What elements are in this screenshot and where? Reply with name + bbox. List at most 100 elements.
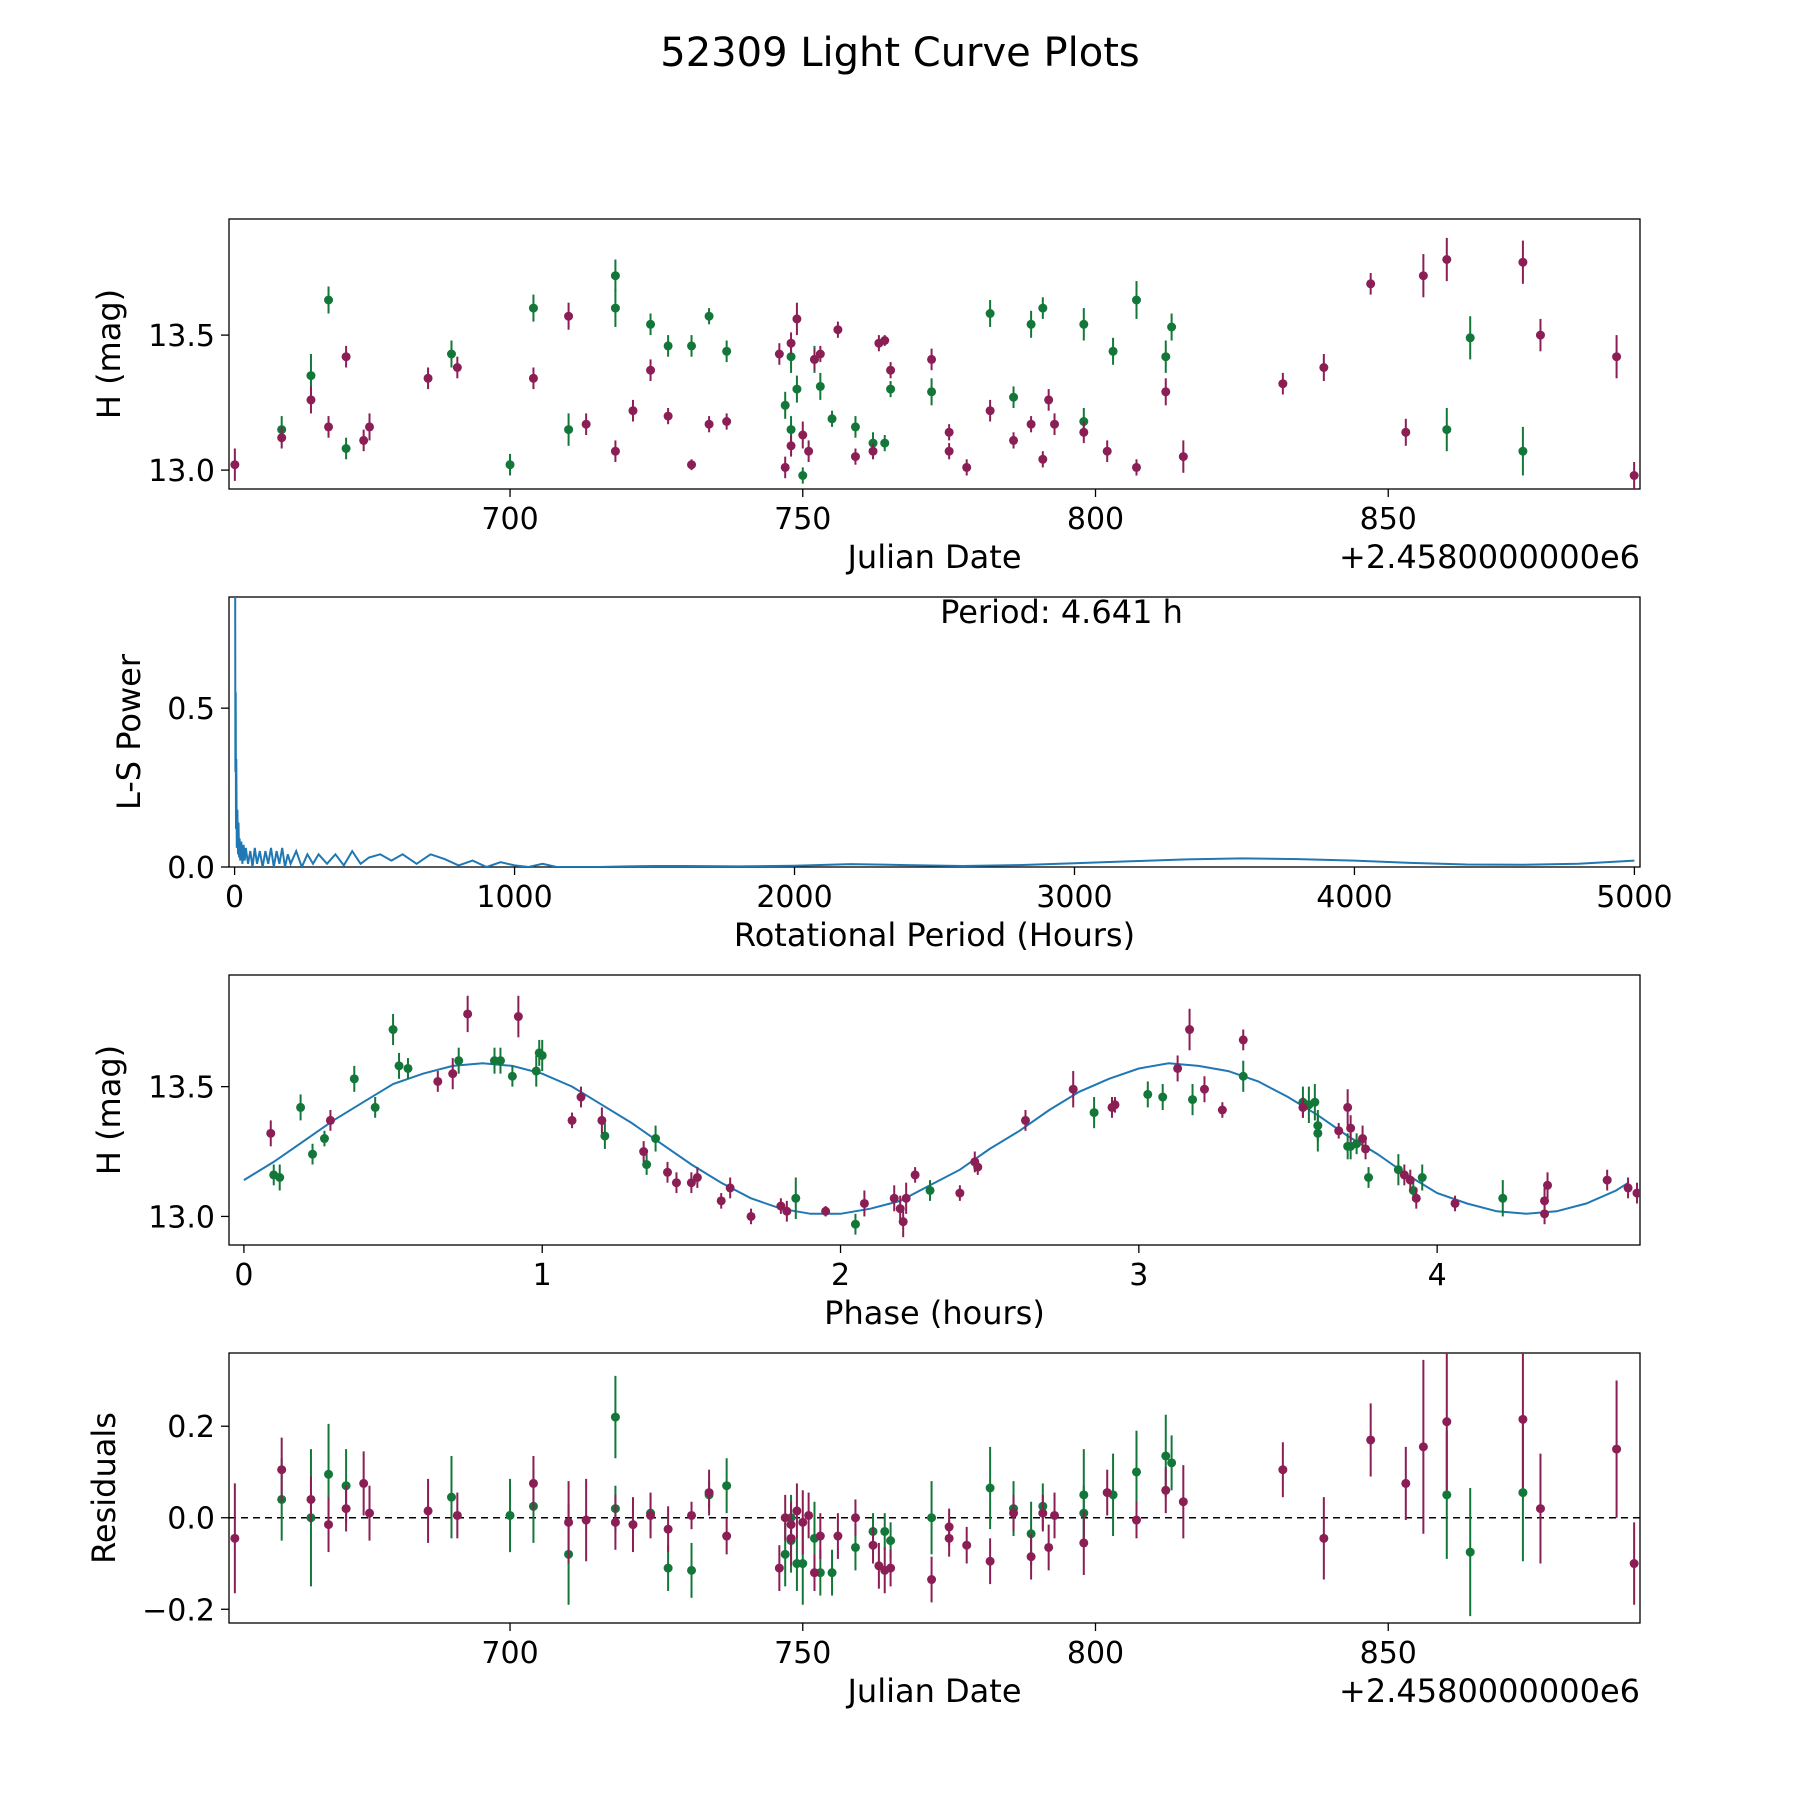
data-point-maroon	[774, 1563, 784, 1573]
fit-curve	[243, 1062, 1629, 1215]
data-point-maroon	[833, 1531, 843, 1541]
data-point-green	[1364, 1173, 1374, 1182]
data-point-maroon	[646, 1510, 656, 1520]
x-axis-label: Phase (hours)	[824, 1294, 1045, 1332]
data-point-maroon	[1361, 1144, 1371, 1154]
data-point-maroon	[886, 365, 896, 375]
data-point-maroon	[1540, 1209, 1550, 1219]
data-point-maroon	[850, 452, 860, 462]
data-point-green	[985, 309, 995, 318]
data-point-maroon	[639, 1147, 649, 1157]
data-point-green	[880, 1526, 890, 1536]
data-point-green	[505, 460, 515, 470]
data-point-maroon	[815, 1531, 825, 1541]
data-point-green	[886, 1536, 896, 1546]
plot-area	[234, 597, 1635, 867]
x-tick-label: 800	[1067, 502, 1124, 537]
data-point-maroon	[1418, 271, 1428, 281]
data-point-green	[651, 1134, 661, 1144]
data-point-maroon	[1543, 1180, 1553, 1190]
data-point-maroon	[663, 1167, 673, 1177]
data-point-maroon	[725, 1183, 735, 1193]
data-point-green	[610, 1412, 620, 1422]
data-point-green	[1131, 1467, 1141, 1477]
data-point-maroon	[1038, 1508, 1048, 1518]
data-point-maroon	[809, 354, 819, 364]
data-point-maroon	[341, 1504, 351, 1514]
data-point-green	[786, 352, 796, 362]
data-point-maroon	[1079, 427, 1089, 437]
data-point-maroon	[1366, 279, 1376, 289]
data-point-maroon	[792, 1506, 802, 1516]
data-point-maroon	[365, 1508, 375, 1518]
data-point-maroon	[567, 1115, 577, 1125]
data-point-maroon	[687, 1510, 697, 1520]
data-point-maroon	[1038, 454, 1048, 464]
data-point-maroon	[528, 1478, 538, 1488]
data-point-maroon	[341, 352, 351, 362]
data-point-green	[1442, 425, 1452, 435]
data-point-maroon	[910, 1170, 920, 1180]
data-point-maroon	[448, 1069, 458, 1079]
data-point-maroon	[1612, 1444, 1622, 1454]
data-point-maroon	[1401, 1478, 1411, 1488]
data-point-maroon	[324, 422, 334, 432]
data-point-maroon	[306, 395, 316, 405]
data-point-maroon	[1319, 1533, 1329, 1543]
data-point-maroon	[1199, 1084, 1209, 1094]
data-point-green	[528, 303, 538, 313]
data-point-maroon	[324, 1520, 334, 1530]
plot-frame	[228, 596, 1641, 868]
data-point-maroon	[962, 1540, 972, 1550]
data-point-green	[394, 1061, 404, 1071]
data-point-maroon	[1535, 330, 1545, 340]
data-point-green	[537, 1050, 547, 1060]
data-point-maroon	[325, 1115, 335, 1125]
data-point-maroon	[1298, 1102, 1308, 1112]
data-point-maroon	[1518, 257, 1528, 267]
data-point-green	[1310, 1097, 1320, 1107]
data-point-maroon	[955, 1188, 965, 1198]
data-point-maroon	[868, 446, 878, 456]
data-point-maroon	[798, 430, 808, 440]
data-point-maroon	[782, 1206, 792, 1216]
x-offset-label: +2.4580000000e6	[1339, 1672, 1640, 1710]
data-point-green	[985, 1483, 995, 1493]
y-tick-label: −0.2	[142, 1593, 215, 1628]
data-point-maroon	[1131, 462, 1141, 472]
data-point-green	[454, 1056, 464, 1066]
y-axis-label: L-S Power	[110, 653, 148, 810]
data-point-green	[798, 471, 808, 480]
data-point-maroon	[1632, 1188, 1640, 1198]
data-point-green	[306, 371, 316, 381]
x-tick-label: 700	[481, 502, 538, 537]
data-point-green	[610, 303, 620, 313]
data-point-maroon	[1110, 1100, 1120, 1110]
data-point-green	[1131, 295, 1141, 305]
x-axis-label: Julian Date	[845, 1672, 1021, 1710]
data-point-green	[1188, 1095, 1198, 1105]
data-point-maroon	[423, 373, 433, 383]
data-point-green	[827, 414, 837, 424]
data-point-maroon	[798, 1517, 808, 1527]
data-point-maroon	[1079, 1538, 1089, 1548]
y-tick-label: 0.0	[167, 1502, 215, 1537]
y-tick-label: 0.0	[167, 851, 215, 886]
data-point-maroon	[944, 446, 954, 456]
data-point-green	[704, 311, 714, 321]
data-point-green	[798, 1559, 808, 1569]
data-point-green	[642, 1160, 652, 1170]
data-point-maroon	[692, 1173, 702, 1182]
data-point-green	[1442, 1490, 1452, 1500]
y-tick-label: 13.5	[148, 319, 215, 354]
data-point-maroon	[746, 1211, 756, 1221]
data-point-maroon	[1399, 1170, 1409, 1180]
data-point-green	[1009, 392, 1019, 402]
data-point-maroon	[821, 1206, 831, 1216]
data-point-maroon	[809, 1568, 819, 1578]
data-point-maroon	[1178, 1497, 1188, 1507]
data-point-green	[780, 1549, 790, 1559]
data-point-maroon	[663, 1524, 673, 1534]
data-point-maroon	[944, 427, 954, 437]
data-point-maroon	[687, 460, 697, 470]
